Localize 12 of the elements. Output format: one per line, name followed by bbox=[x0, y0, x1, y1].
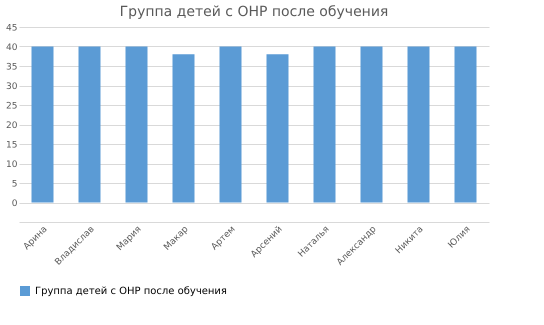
y-tick-label: 15 bbox=[6, 140, 18, 150]
y-tick-label: 45 bbox=[6, 24, 18, 34]
y-tick-label: 5 bbox=[12, 180, 18, 190]
y-tick-label: 0 bbox=[12, 199, 18, 209]
legend-label: Группа детей с ОНР после обучения bbox=[35, 286, 227, 297]
y-tick-label: 30 bbox=[6, 82, 18, 92]
y-tick-label: 10 bbox=[6, 160, 18, 170]
y-tick-label: 20 bbox=[6, 121, 18, 131]
chart-title: Группа детей с ОНР после обучения bbox=[120, 4, 388, 20]
y-tick-label: 35 bbox=[6, 62, 18, 72]
y-tick-label: 40 bbox=[6, 43, 18, 53]
y-tick-label: 25 bbox=[6, 102, 18, 112]
